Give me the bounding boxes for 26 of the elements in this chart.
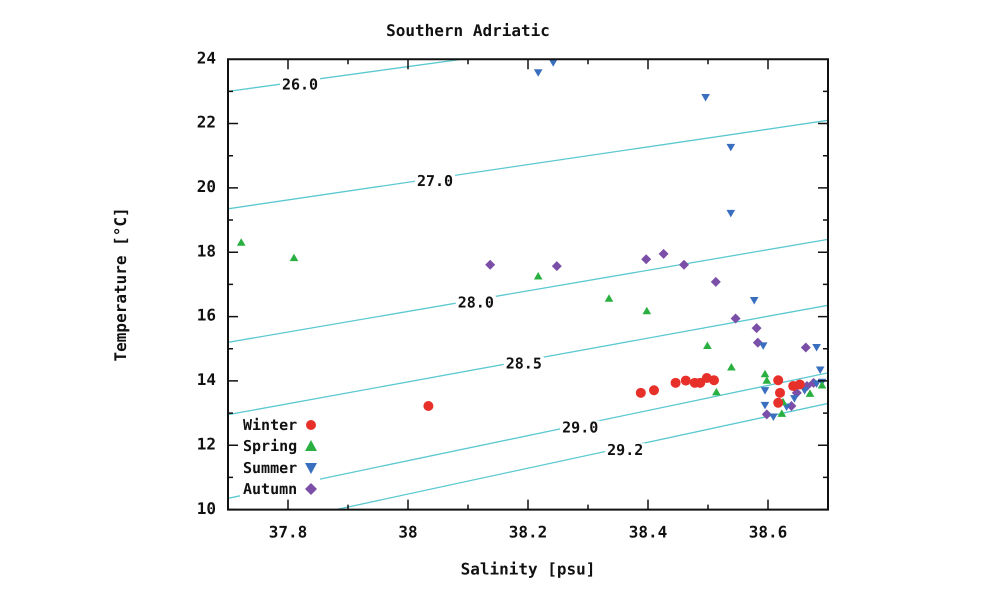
y-tick-label: 18 [196, 241, 216, 260]
x-tick-label: 38.6 [748, 522, 788, 542]
series-label: 27.0 [416, 172, 454, 190]
x-tick-label: 38.2 [508, 522, 548, 542]
y-tick-label: 16 [196, 306, 216, 325]
series-label: 29.0 [562, 418, 598, 437]
series-label: 28.5 [506, 354, 542, 373]
legend-label: Summer [243, 458, 298, 478]
legend-label: Winter [243, 416, 298, 434]
y-tick-label: 20 [196, 177, 216, 196]
y-tick-label: 10 [196, 498, 216, 518]
y-tick-label: 12 [196, 434, 216, 454]
series-label: 29.2 [607, 441, 644, 460]
legend-label: Autumn [243, 480, 298, 499]
x-axis-title: Salinity [psu] [460, 560, 596, 579]
series-label: 28.0 [458, 294, 494, 312]
x-tick-label: 38.4 [628, 522, 668, 542]
legend-label: Spring [243, 437, 298, 456]
y-tick-label: 24 [196, 48, 216, 68]
series-label: 26.0 [282, 75, 318, 94]
x-tick-label: 37.8 [268, 522, 308, 542]
x-tick-label: 38 [398, 522, 418, 542]
y-tick-label: 22 [196, 112, 216, 132]
y-tick-label: 14 [196, 370, 216, 390]
chart-title: Southern Adriatic [386, 20, 550, 40]
y-axis-title: Temperature [°C] [110, 207, 130, 362]
